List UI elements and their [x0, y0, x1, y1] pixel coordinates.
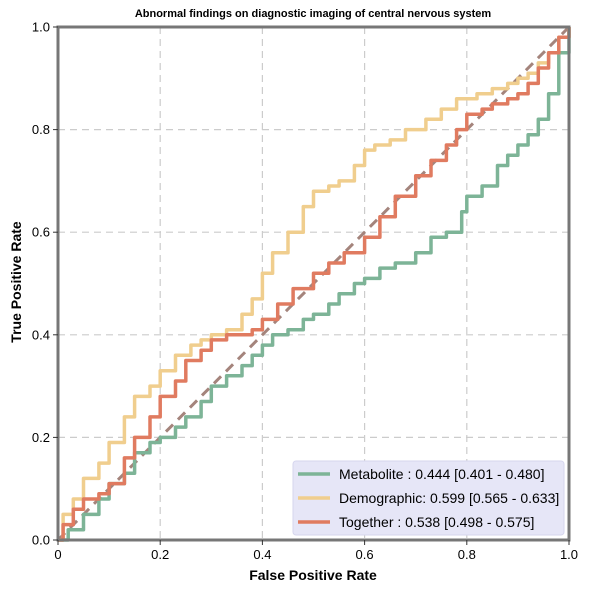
y-tick-label: 0.2 [32, 430, 50, 445]
y-axis-ticks: 0.0 0.2 0.4 0.6 0.8 1.0 [32, 20, 58, 548]
plot-frame [56, 25, 571, 542]
series-line-demographic [58, 27, 571, 542]
legend-label-metabolite: Metabolite : 0.444 [0.401 - 0.480] [339, 466, 544, 482]
x-tick-label: 1.0 [560, 547, 578, 562]
series-line-together [58, 27, 571, 542]
legend-label-demographic: Demographic: 0.599 [0.565 - 0.633] [339, 490, 559, 506]
legend-label-together: Together : 0.538 [0.498 - 0.575] [339, 514, 534, 530]
y-tick-label: 1.0 [32, 20, 50, 35]
series-line-metabolite [58, 27, 571, 542]
y-tick-label: 0.6 [32, 225, 50, 240]
y-axis-title: True Positive Rate [8, 221, 24, 343]
x-tick-label: 0.4 [253, 547, 271, 562]
x-tick-label: 0.2 [151, 547, 169, 562]
x-tick-label: 0.8 [458, 547, 476, 562]
x-axis-title: False Positive Rate [249, 567, 377, 583]
chart-title: Abnormal findings on diagnostic imaging … [135, 8, 492, 20]
x-tick-label: 0.6 [356, 547, 374, 562]
legend-box [292, 460, 565, 536]
series-lines [58, 27, 571, 542]
legend: Metabolite : 0.444 [0.401 - 0.480] Demogr… [292, 460, 565, 536]
y-tick-label: 0.4 [32, 327, 50, 342]
x-tick-label: 0 [54, 547, 61, 562]
y-tick-label: 0.0 [32, 533, 50, 548]
y-tick-label: 0.8 [32, 122, 50, 137]
x-axis-ticks: 0 0.2 0.4 0.6 0.8 1.0 [54, 540, 578, 562]
